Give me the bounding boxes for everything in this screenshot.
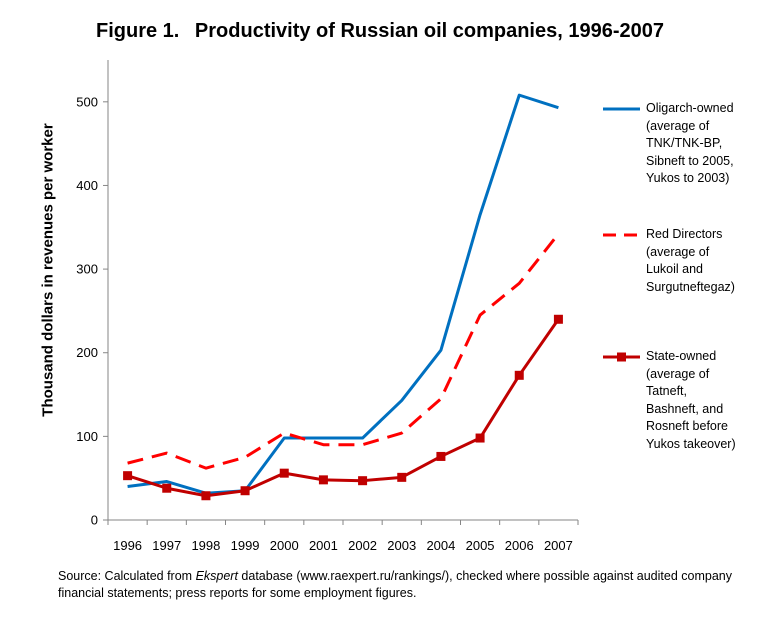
- legend-swatches: [603, 107, 640, 362]
- data-point-marker: [162, 483, 172, 493]
- x-tick-label: 2006: [505, 538, 534, 553]
- data-point-marker: [279, 468, 289, 478]
- series-line-1: [127, 93, 559, 495]
- legend-label-line: Bashneft, and: [646, 401, 724, 416]
- y-tick-label: 400: [76, 178, 98, 193]
- legend-label-line: (average of: [646, 118, 710, 133]
- x-tick-label: 2001: [309, 538, 338, 553]
- x-tick-label: 2007: [544, 538, 573, 553]
- legend-label-line: Tatneft,: [646, 384, 687, 398]
- y-tick-label: 300: [76, 262, 98, 277]
- x-tick-label: 1996: [113, 538, 142, 553]
- series-layer: [123, 93, 563, 501]
- series-line-3: [127, 318, 560, 498]
- x-tick-label: 2002: [348, 538, 377, 553]
- source-suffix: database (www.raexpert.ru/rankings/), ch…: [58, 569, 732, 600]
- source-italic: Ekspert: [195, 569, 238, 583]
- chart-title: Figure 1. Productivity of Russian oil co…: [90, 18, 670, 45]
- series-line-2: [127, 233, 560, 470]
- source-note: Source: Calculated from Ekspert database…: [58, 568, 738, 602]
- data-point-marker: [475, 433, 485, 443]
- x-tick-label: 1997: [152, 538, 181, 553]
- legend-label-line: Rosneft before: [646, 419, 728, 433]
- x-tick-label: 2004: [426, 538, 455, 553]
- y-tick-label: 100: [76, 429, 98, 444]
- legend-label-line: Surgutneftegaz): [646, 279, 735, 294]
- legend-label-line: State-owned: [646, 349, 717, 363]
- data-point-marker: [358, 476, 368, 486]
- legend-label-line: Oligarch-owned: [646, 101, 734, 115]
- legend-label-line: (average of: [646, 366, 710, 381]
- data-point-marker: [240, 486, 250, 496]
- legend-label-line: Yukos takeover): [646, 436, 736, 451]
- data-point-marker: [123, 471, 133, 481]
- y-tick-label: 0: [91, 513, 98, 528]
- legend-label: Oligarch-owned (average of TNK/TNK-BP, Sibn…: [646, 100, 763, 188]
- legend-label: State-owned (average of Tatneft, Bashneft, …: [646, 348, 763, 453]
- figure-number: Figure 1.: [96, 20, 180, 42]
- data-point-marker: [553, 314, 563, 324]
- source-prefix: Source: Calculated from: [58, 569, 196, 583]
- legend-label-line: Yukos to 2003): [646, 171, 730, 185]
- data-point-marker: [201, 491, 211, 501]
- legend-label-line: Sibneft to 2005,: [646, 153, 734, 168]
- legend-label-line: Red Directors: [646, 227, 723, 241]
- legend-label-line: TNK/TNK-BP,: [646, 136, 723, 150]
- data-point-marker: [514, 370, 524, 380]
- legend-marker: [617, 352, 626, 362]
- figure-title-text: Productivity of Russian oil companies, 1…: [194, 20, 664, 42]
- x-tick-label: 2000: [270, 538, 299, 553]
- x-tick-label: 1999: [231, 538, 260, 553]
- legend-label: Red Directors (average of Lukoil and Surgut…: [646, 226, 763, 296]
- y-tick-label: 500: [76, 94, 98, 109]
- axes: 0 100 200 300 400 500 1996 1997 1998 1999 2000 2001…: [76, 60, 579, 553]
- data-point-marker: [397, 472, 407, 482]
- data-point-marker: [318, 475, 328, 485]
- legend-label-line: Lukoil and: [646, 262, 703, 276]
- x-tick-label: 2005: [466, 538, 495, 553]
- data-point-marker: [436, 451, 446, 461]
- x-tick-label: 2003: [387, 538, 416, 553]
- y-tick-label: 200: [76, 345, 98, 360]
- x-tick-label: 1998: [191, 538, 220, 553]
- legend-label-line: (average of: [646, 244, 710, 259]
